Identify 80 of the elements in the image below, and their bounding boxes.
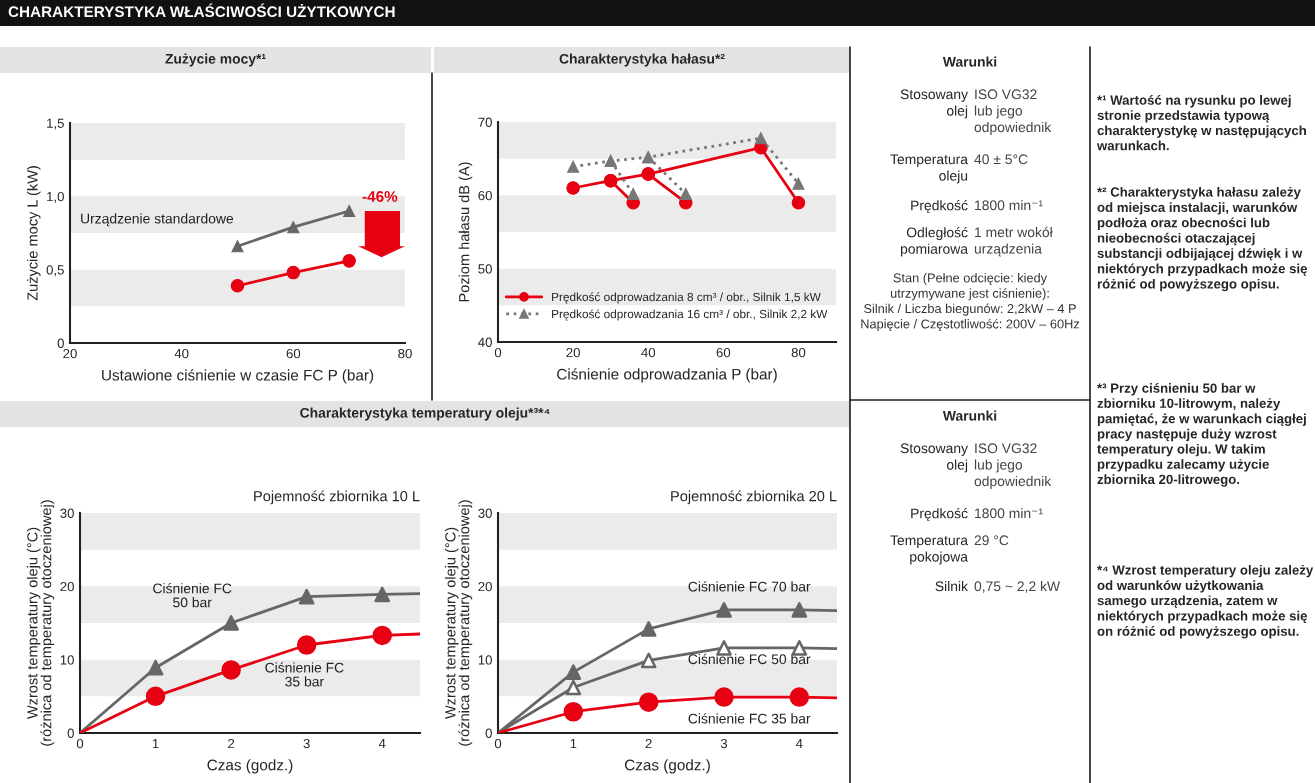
annotation: -46% <box>362 191 398 202</box>
x-tick-label: 40 <box>174 348 189 359</box>
text: 29 °C <box>974 535 1009 546</box>
chart-subtitle: Pojemność zbiornika 10 L <box>254 490 420 505</box>
x-axis-title: Czas (godz.) <box>624 759 710 774</box>
text: *¹ Wartość na rysunku po lewej stronie przedstawia typową charakterystykę w następujących warunkach. <box>1096 95 1306 151</box>
y-tick-label: 0 <box>67 728 74 738</box>
y-tick-label: 20 <box>60 581 74 592</box>
category-label: Silnik <box>935 581 969 592</box>
text: Stan (Pełne odcięcie: kiedy utrzymywane jest ciśnienie): Silnik / Liczba biegunów: 2,2kW – 4 P Napięcie / Częstotliwość: 200V – 60Hz <box>861 273 1080 331</box>
x-tick-label: 1 <box>152 739 159 749</box>
text: *² Charakterystyka hałasu zależy od miejsca instalacji, warunków podłoża oraz obecności lub nieobecności otaczającej substancji odbijającej dźwięk i w niektórych przypadkach może się różnić od powyższego opisu. <box>1097 187 1307 292</box>
y-tick-label: 30 <box>478 508 492 518</box>
y-tick-label: 40 <box>478 337 492 347</box>
category-label: Temperatura oleju <box>890 154 969 184</box>
series-label: Ciśnienie FC 50 bar <box>153 582 232 608</box>
y-tick-label: 60 <box>478 190 492 201</box>
x-tick-label: 1 <box>570 739 577 749</box>
series-label: Urządzenie standardowe <box>81 213 234 227</box>
chart-title: Charakterystyka hałasu*² <box>559 53 725 67</box>
series-label: Ciśnienie FC 35 bar <box>265 662 344 687</box>
x-tick-label: 2 <box>228 738 235 749</box>
x-tick-label: 0 <box>494 738 502 749</box>
text: Warunki <box>942 56 997 67</box>
category-label: Stosowany olej <box>900 443 968 473</box>
x-tick-label: 60 <box>716 347 731 358</box>
y-tick-label: 0 <box>57 338 64 348</box>
x-tick-label: 60 <box>286 348 301 359</box>
legend-label: Prędkość odprowadzania 8 cm³ / obr., Silnik 1,5 kW <box>552 292 821 304</box>
x-tick-label: 2 <box>645 738 652 749</box>
y-tick-label: 70 <box>478 117 492 127</box>
text: 40 ± 5°C <box>974 154 1028 165</box>
y-tick-label: 1,5 <box>47 118 64 130</box>
text: 1800 min⁻¹ <box>975 508 1043 519</box>
text: *³ Przy ciśnieniu 50 bar w zbiorniku 10-litrowym, należy pamiętać, że w warunkach ciągłej pracy następuje duży wzrost temperatury oleju. W takim przypadku zalecamy użycie zbiornika 20-litrowego. <box>1097 383 1306 487</box>
text: 1 metr wokół urządzenia <box>974 226 1053 257</box>
y-tick-label: 20 <box>478 581 492 592</box>
x-axis-title: Ustawione ciśnienie w czasie FC P (bar) <box>102 369 374 384</box>
category-label: Temperatura pokojowa <box>890 535 969 565</box>
x-tick-label: 4 <box>378 739 386 749</box>
text: 0,75 ~ 2,2 kW <box>974 581 1061 593</box>
text: Warunki <box>942 410 997 421</box>
x-tick-label: 0 <box>494 347 502 358</box>
x-tick-label: 0 <box>76 738 84 749</box>
text: ISO VG32 lub jego odpowiednik <box>974 89 1052 135</box>
category-label: Prędkość <box>911 508 968 522</box>
y-tick-label: 0,5 <box>46 265 64 277</box>
legend-label: Prędkość odprowadzania 16 cm³ / obr., Silnik 2,2 kW <box>552 309 828 321</box>
x-axis-title: Czas (godz.) <box>207 759 293 774</box>
x-tick-label: 80 <box>791 347 806 358</box>
y-axis-title: Zużycie mocy L (kW) <box>26 166 41 301</box>
y-axis-title: Wzrost temperatury oleju (°C) (różnica od temperatury otoczeniowej) <box>26 500 55 746</box>
x-tick-label: 40 <box>641 347 656 358</box>
category-label: Stosowany olej <box>900 89 968 119</box>
x-tick-label: 4 <box>795 739 803 749</box>
x-tick-label: 3 <box>303 738 310 749</box>
y-tick-label: 30 <box>60 508 74 518</box>
x-tick-label: 20 <box>566 347 580 358</box>
text: CHARAKTERYSTYKA WŁAŚCIWOŚCI UŻYTKOWYCH <box>8 3 395 18</box>
chart-title: Zużycie mocy*¹ <box>165 53 266 67</box>
y-tick-label: 10 <box>478 655 492 665</box>
category-label: Prędkość <box>911 200 968 214</box>
x-tick-label: 80 <box>398 348 412 359</box>
y-tick-label: 10 <box>60 655 74 665</box>
series-label: Ciśnienie FC 70 bar <box>688 581 811 592</box>
text: 1800 min⁻¹ <box>975 200 1043 211</box>
category-label: Odległość pomiarowa <box>900 227 968 257</box>
series-label: Ciśnienie FC 35 bar <box>688 713 811 724</box>
series-label: Ciśnienie FC 50 bar <box>688 653 811 665</box>
text: *⁴ Wzrost temperatury oleju zależy od warunków użytkowania samego urządzenia, zatem w niektórych przypadkach może się on różnić od powyższego opisu. <box>1097 565 1314 639</box>
y-tick-label: 0 <box>485 728 492 738</box>
y-axis-title: Wzrost temperatury oleju (°C) (różnica od temperatury otoczeniowej) <box>444 500 473 746</box>
chart-title: Charakterystyka temperatury oleju*³*⁴ <box>300 407 550 421</box>
y-axis-title: Poziom hałasu dB (A) <box>458 162 473 302</box>
y-tick-label: 50 <box>478 264 492 274</box>
x-tick-label: 3 <box>720 738 728 749</box>
x-axis-title: Ciśnienie odprowadzania P (bar) <box>557 368 777 383</box>
text: ISO VG32 lub jego odpowiednik <box>974 443 1052 489</box>
y-tick-label: 1,0 <box>47 191 64 203</box>
chart-subtitle: Pojemność zbiornika 20 L <box>671 490 837 505</box>
